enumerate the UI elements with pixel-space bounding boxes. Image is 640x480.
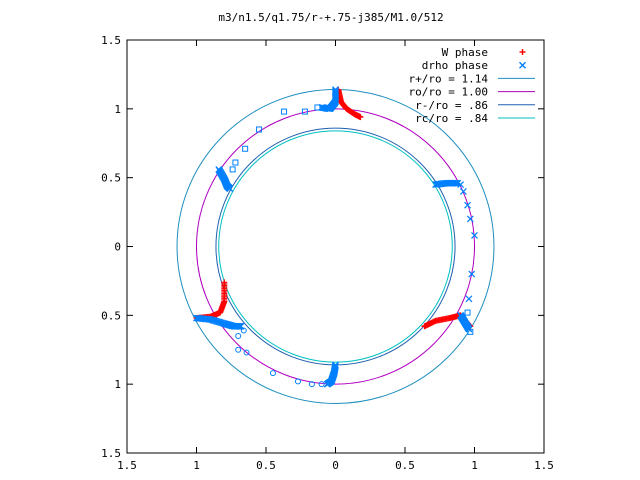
chart-title: m3/n1.5/q1.75/r-+.75-j385/M1.0/512 [218, 11, 443, 24]
legend-label: rc/ro = .84 [415, 112, 488, 125]
legend-label: W phase [442, 46, 488, 59]
drho-phase-point [314, 104, 321, 111]
circle-ro [196, 108, 475, 385]
legend-label: drho phase [422, 59, 488, 72]
drho-phase-point [323, 380, 331, 388]
drho-phase-point [467, 328, 474, 335]
drho-phase-point [240, 327, 247, 334]
drho-phase-point [465, 295, 473, 303]
drho-phase-point [308, 381, 315, 388]
drho-phase-point [301, 108, 308, 115]
y-tick-label: 1.5 [101, 34, 121, 47]
axes-ticks: 1.5 1 0.5 0 0.5 1 1.51.510.500.511.5 [101, 34, 554, 472]
data-points [193, 86, 478, 388]
circle-r- [215, 127, 456, 366]
drho-phase-point [256, 126, 263, 133]
legend-plus-marker [519, 49, 526, 55]
drho-phase-point [243, 349, 250, 356]
drho-phase-point [242, 145, 249, 152]
circle-rc [218, 130, 453, 363]
circle-r+ [176, 89, 495, 404]
x-tick-label: 0.5 [256, 459, 276, 472]
drho-phase-point [464, 309, 471, 316]
w-phase-point [357, 114, 364, 121]
y-tick-label: 1 [114, 103, 121, 116]
drho-phase-point [468, 270, 476, 278]
drho-phase-point [452, 179, 460, 187]
x-tick-label: 1.5 [534, 459, 554, 472]
drho-phase-point [235, 332, 242, 339]
drho-phase-point [453, 179, 461, 187]
y-tick-label: 0.5 [101, 172, 121, 185]
drho-phase-point [454, 179, 462, 187]
drho-phase-point [229, 166, 236, 173]
drho-phase-point [269, 370, 276, 377]
y-tick-label: 1 [114, 378, 121, 391]
drho-phase-point [464, 201, 471, 209]
drho-phase-point [471, 232, 478, 239]
legend-cross-marker [519, 61, 526, 69]
y-tick-label: 0.5 [101, 309, 121, 322]
drho-phase-point [232, 159, 239, 166]
drho-phase-point [459, 188, 467, 195]
y-tick-label: 1.5 [101, 447, 121, 460]
drho-phase-point [466, 215, 474, 223]
x-tick-label: 1.5 [117, 459, 137, 472]
legend-label: r+/ro = 1.14 [409, 72, 489, 85]
legend-label: ro/ro = 1.00 [409, 86, 488, 99]
x-tick-label: 0.5 [395, 459, 415, 472]
x-tick-label: 1 [471, 459, 478, 472]
x-tick-label: 0 [332, 459, 339, 472]
x-tick-label: 1 [193, 459, 200, 472]
legend-label: r-/ro = .86 [415, 99, 488, 112]
radius-circles [176, 89, 495, 404]
drho-phase-point [294, 378, 301, 385]
drho-phase-point [235, 346, 242, 353]
drho-phase-point [281, 108, 288, 115]
y-tick-label: 0 [114, 241, 121, 254]
drho-phase-point [226, 185, 234, 193]
drho-phase-point [318, 381, 325, 388]
